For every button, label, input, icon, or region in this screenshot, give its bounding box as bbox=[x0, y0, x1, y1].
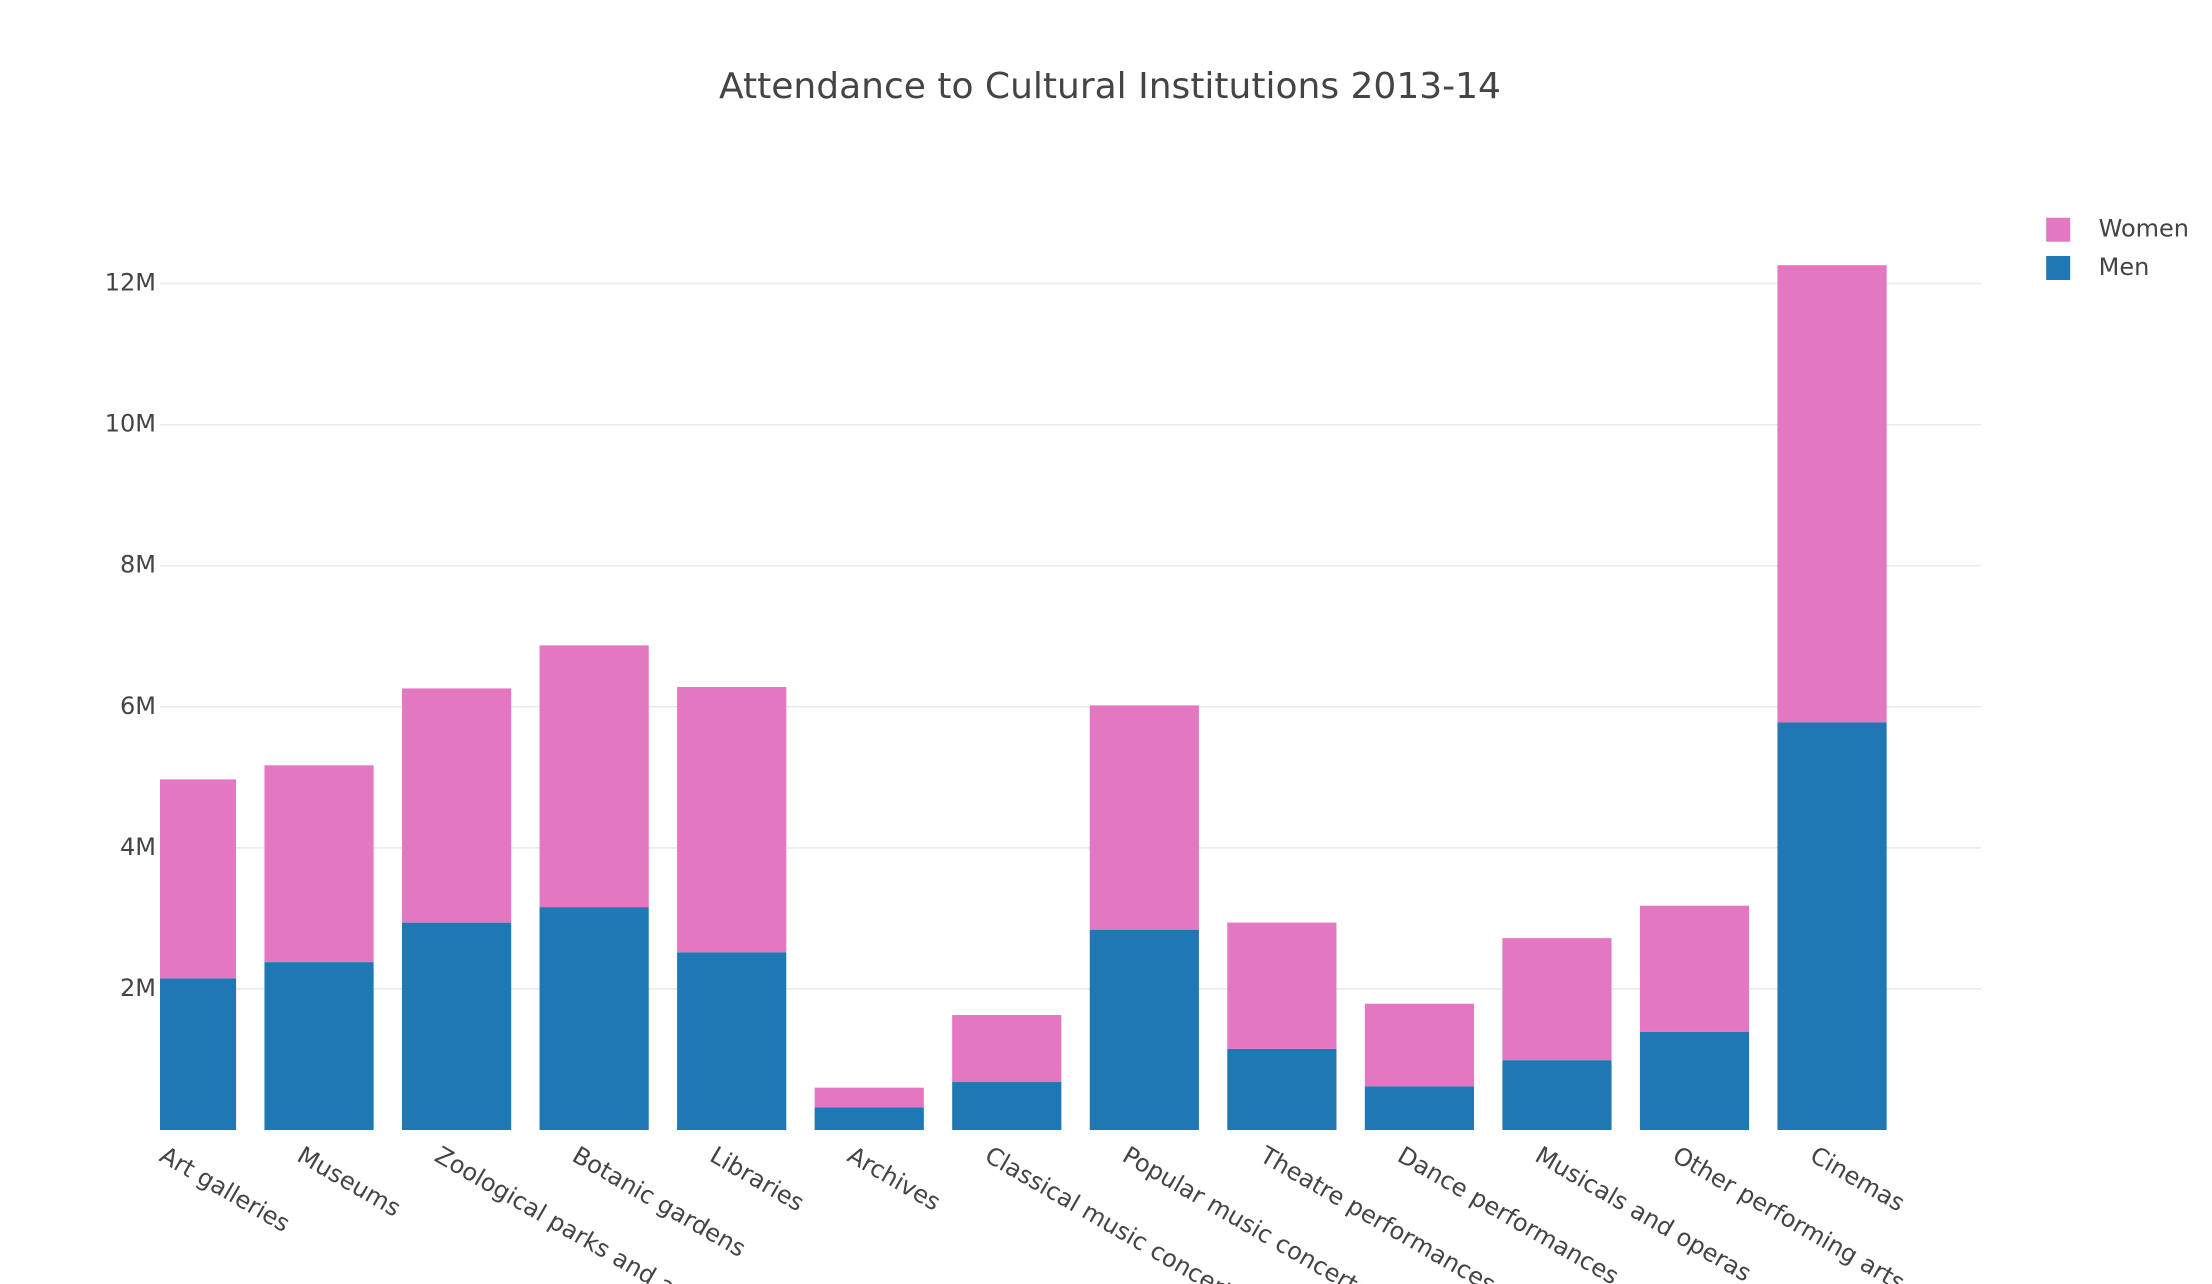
x-tick-label: Art galleries bbox=[155, 1141, 295, 1238]
legend-swatch bbox=[2046, 217, 2071, 242]
bar bbox=[1089, 929, 1199, 1130]
x-tick-label: Libraries bbox=[705, 1141, 809, 1217]
bar bbox=[814, 1107, 924, 1130]
y-tick-label: 8M bbox=[120, 551, 156, 579]
bar bbox=[264, 962, 374, 1130]
bar bbox=[264, 765, 374, 963]
bar bbox=[1639, 905, 1750, 1032]
bar bbox=[402, 922, 512, 1130]
bar bbox=[1364, 1003, 1475, 1087]
bar bbox=[1089, 705, 1199, 930]
bar bbox=[160, 978, 237, 1130]
bar bbox=[814, 1087, 924, 1108]
bars bbox=[160, 265, 1887, 1130]
bar bbox=[402, 688, 512, 923]
bar bbox=[1364, 1086, 1475, 1130]
legend-label: Men bbox=[2099, 253, 2150, 281]
bar bbox=[677, 687, 787, 953]
chart-title: Attendance to Cultural Institutions 2013… bbox=[719, 66, 1501, 107]
x-tick-label: Cinemas bbox=[1806, 1141, 1910, 1217]
x-tick-label: Museums bbox=[293, 1141, 406, 1222]
bar bbox=[1502, 1060, 1612, 1130]
bar bbox=[1227, 922, 1337, 1049]
bar bbox=[1777, 265, 1887, 723]
bar bbox=[1777, 722, 1887, 1130]
y-tick-label: 6M bbox=[120, 692, 156, 720]
legend-swatch bbox=[2046, 256, 2071, 281]
bar bbox=[677, 952, 787, 1130]
y-tick-label: 4M bbox=[120, 833, 156, 861]
x-tick-label: Archives bbox=[843, 1141, 946, 1216]
y-tick-label: 2M bbox=[120, 974, 156, 1002]
bar bbox=[1502, 938, 1612, 1061]
legend-label: Women bbox=[2099, 215, 2189, 243]
bar bbox=[1639, 1031, 1750, 1130]
bar bbox=[1227, 1048, 1337, 1130]
bar bbox=[539, 645, 649, 908]
y-tick-label: 10M bbox=[105, 410, 156, 438]
bar bbox=[952, 1015, 1062, 1083]
bar bbox=[539, 907, 649, 1130]
bar bbox=[952, 1082, 1062, 1130]
bar bbox=[160, 779, 237, 979]
y-tick-label: 12M bbox=[105, 269, 156, 297]
